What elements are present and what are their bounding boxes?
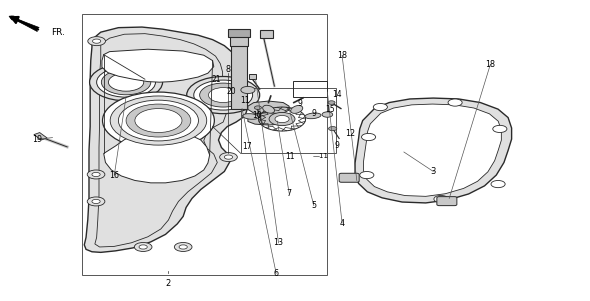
Circle shape — [179, 245, 187, 249]
Bar — [241, 88, 336, 154]
FancyBboxPatch shape — [437, 197, 457, 206]
Circle shape — [93, 39, 101, 43]
Text: 5: 5 — [312, 201, 316, 210]
Circle shape — [491, 181, 505, 188]
Circle shape — [241, 86, 255, 94]
Polygon shape — [248, 101, 289, 115]
Text: 3: 3 — [431, 167, 436, 176]
Circle shape — [135, 243, 152, 251]
Circle shape — [174, 243, 192, 251]
Text: 11: 11 — [286, 152, 295, 161]
Text: 9: 9 — [297, 99, 302, 108]
Polygon shape — [363, 104, 502, 196]
Bar — [34, 132, 47, 140]
Text: 13: 13 — [274, 238, 284, 247]
Text: 17: 17 — [242, 142, 251, 151]
Polygon shape — [248, 113, 289, 125]
Circle shape — [254, 106, 261, 110]
Text: 18: 18 — [337, 51, 347, 60]
Polygon shape — [355, 98, 512, 203]
Bar — [260, 30, 273, 38]
Ellipse shape — [305, 113, 321, 119]
Circle shape — [103, 92, 214, 149]
Ellipse shape — [242, 114, 259, 119]
Text: 20: 20 — [227, 87, 236, 96]
Text: 4: 4 — [340, 219, 345, 228]
Text: 12: 12 — [345, 129, 355, 138]
Bar — [230, 34, 248, 46]
Circle shape — [139, 245, 148, 249]
Circle shape — [87, 170, 105, 179]
Circle shape — [199, 83, 247, 107]
Text: 7: 7 — [287, 188, 291, 197]
Circle shape — [92, 199, 100, 203]
Ellipse shape — [291, 105, 303, 113]
Text: 15: 15 — [326, 105, 335, 114]
Text: 16: 16 — [109, 171, 119, 180]
Circle shape — [373, 104, 388, 111]
Bar — [249, 74, 256, 79]
Circle shape — [101, 70, 151, 95]
Circle shape — [493, 125, 507, 132]
Text: FR.: FR. — [51, 28, 64, 37]
Polygon shape — [104, 131, 209, 183]
Circle shape — [329, 126, 337, 131]
Text: 9: 9 — [312, 110, 316, 119]
Ellipse shape — [263, 105, 274, 113]
Circle shape — [434, 195, 448, 203]
Bar — [228, 29, 250, 37]
Text: 14: 14 — [333, 90, 342, 99]
Circle shape — [186, 76, 260, 114]
Text: 9: 9 — [335, 141, 340, 150]
Bar — [82, 14, 327, 275]
Circle shape — [92, 172, 100, 177]
Text: 8: 8 — [226, 64, 231, 73]
Polygon shape — [102, 49, 214, 82]
Text: 19: 19 — [32, 135, 42, 144]
Circle shape — [224, 155, 232, 159]
Circle shape — [97, 67, 156, 97]
Circle shape — [362, 133, 376, 141]
Text: 6: 6 — [274, 269, 278, 278]
Circle shape — [322, 112, 333, 117]
Text: 10: 10 — [253, 111, 262, 119]
Circle shape — [126, 104, 191, 137]
Bar — [231, 43, 247, 109]
Circle shape — [328, 101, 335, 104]
Circle shape — [135, 109, 182, 132]
Circle shape — [360, 172, 374, 179]
Text: —11: —11 — [313, 154, 329, 160]
Circle shape — [275, 116, 289, 123]
Circle shape — [219, 153, 237, 162]
Circle shape — [194, 80, 253, 110]
Circle shape — [87, 197, 105, 206]
Circle shape — [88, 37, 106, 46]
Bar — [293, 81, 327, 97]
Circle shape — [448, 99, 462, 106]
Circle shape — [119, 100, 198, 141]
Text: 11: 11 — [240, 96, 250, 105]
Circle shape — [269, 113, 295, 126]
Circle shape — [90, 64, 163, 101]
Text: 21: 21 — [212, 75, 221, 84]
Circle shape — [208, 88, 238, 103]
Text: 2: 2 — [166, 279, 171, 288]
Circle shape — [110, 96, 206, 145]
FancyBboxPatch shape — [339, 173, 359, 182]
Text: 18: 18 — [486, 60, 496, 69]
Polygon shape — [84, 27, 248, 252]
Circle shape — [109, 73, 144, 91]
